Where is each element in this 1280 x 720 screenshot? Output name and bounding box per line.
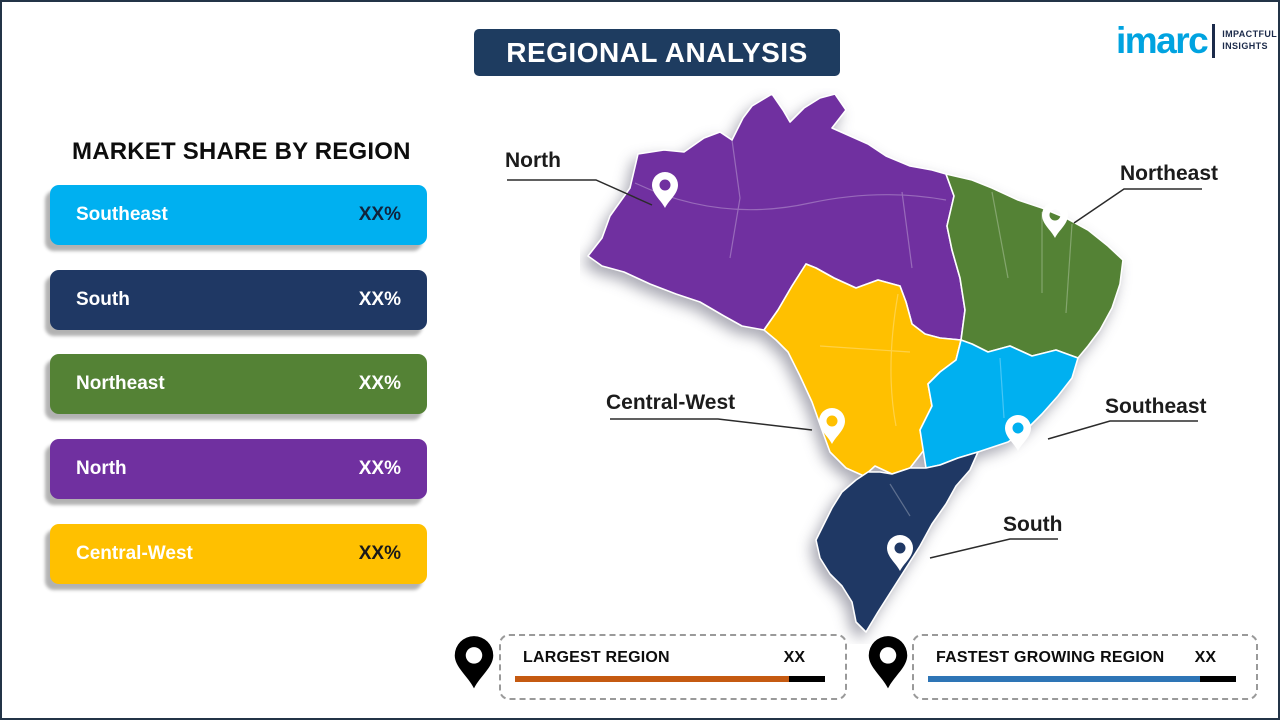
bar-value: XX% — [358, 289, 401, 310]
bar-value: XX% — [358, 204, 401, 225]
fastest-region-box: FASTEST GROWING REGION XX — [912, 634, 1258, 700]
largest-region-label: LARGEST REGION — [523, 649, 670, 666]
bar-value: XX% — [358, 458, 401, 479]
bar-label: South — [76, 289, 130, 310]
brazil-map — [587, 93, 1124, 633]
fastest-region-underline-tail — [1200, 676, 1236, 682]
fastest-region-label: FASTEST GROWING REGION — [936, 649, 1165, 666]
largest-region-pin-icon — [454, 636, 494, 689]
largest-region-underline-main — [515, 676, 789, 682]
logo-divider — [1212, 23, 1216, 58]
pin-southeast — [1005, 415, 1031, 451]
map-region-north — [587, 93, 966, 341]
fastest-region-underline — [928, 676, 1236, 682]
map-label-central-west: Central-West — [606, 391, 736, 414]
bar-value: XX% — [358, 373, 401, 394]
map-region-northeast — [945, 173, 1124, 359]
fastest-region-pin-icon — [868, 636, 908, 689]
largest-region-value: XX — [783, 649, 805, 666]
logo-tagline-line2: INSIGHTS — [1222, 40, 1268, 51]
map-label-north: North — [505, 149, 561, 172]
market-share-heading: MARKET SHARE BY REGION — [72, 138, 411, 165]
pin-central-west — [819, 408, 845, 444]
bar-label: Northeast — [76, 373, 165, 394]
market-share-bar-northeast: Northeast XX% — [50, 354, 427, 414]
logo-tagline-line1: IMPACTFUL — [1222, 28, 1278, 39]
bar-label: Central-West — [76, 543, 193, 564]
market-share-bar-north: North XX% — [50, 439, 427, 499]
pin-northeast — [1042, 202, 1068, 238]
map-region-southeast — [919, 339, 1079, 469]
fastest-region-underline-main — [928, 676, 1200, 682]
market-share-bar-southeast: Southeast XX% — [50, 185, 427, 245]
bar-label: Southeast — [76, 204, 168, 225]
page-title: REGIONAL ANALYSIS — [474, 29, 840, 76]
state-border-lines — [634, 139, 1073, 517]
market-share-bar-central-west: Central-West XX% — [50, 524, 427, 584]
imarc-logo: imarc IMPACTFUL INSIGHTS — [1116, 22, 1277, 59]
map-label-south: South — [1003, 513, 1063, 536]
map-label-northeast: Northeast — [1120, 162, 1219, 185]
largest-region-box: LARGEST REGION XX — [499, 634, 847, 700]
fastest-region-value: XX — [1194, 649, 1216, 666]
largest-region-underline — [515, 676, 825, 682]
imarc-logo-text: imarc — [1116, 20, 1209, 61]
largest-region-underline-tail — [789, 676, 825, 682]
logo-tagline: IMPACTFUL INSIGHTS — [1222, 29, 1277, 52]
bar-value: XX% — [358, 543, 401, 564]
pin-north — [652, 172, 678, 208]
bar-label: North — [76, 458, 127, 479]
pin-south — [887, 535, 913, 571]
market-share-bar-south: South XX% — [50, 270, 427, 330]
map-label-southeast: Southeast — [1105, 395, 1207, 418]
map-pins — [652, 172, 1068, 571]
